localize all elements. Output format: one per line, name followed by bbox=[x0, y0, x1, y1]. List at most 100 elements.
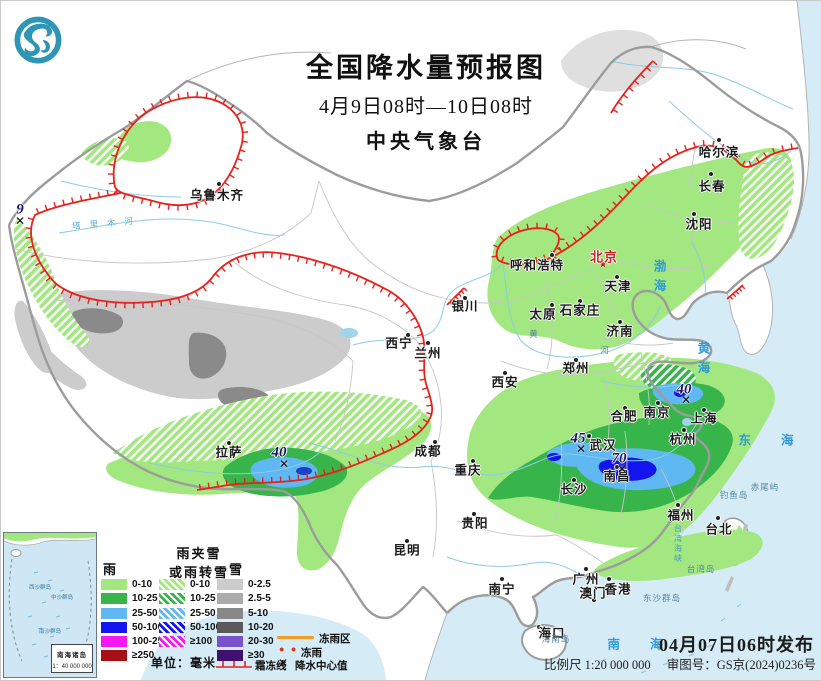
legend-range: 20-30 bbox=[248, 636, 274, 647]
frost-line-tick bbox=[298, 475, 299, 480]
precip-center-marker: ✕ bbox=[15, 214, 25, 228]
precip-center-symbol: ✕ bbox=[278, 656, 288, 670]
legend-sleet-column: 0-10 10-25 25-50 50-100 ≥100 bbox=[159, 579, 221, 650]
footer-row: 比例尺 1:20 000 000 审图号：GS京(2024)0236号 bbox=[544, 654, 816, 673]
city-label-北京: 北京 bbox=[590, 247, 618, 266]
frost-line-tick bbox=[109, 164, 114, 165]
legend-unit: 单位：毫米 bbox=[151, 654, 216, 671]
frost-line-tick bbox=[188, 92, 189, 97]
freezing-rain-zone-symbol bbox=[277, 636, 314, 639]
legend-range: 0-10 bbox=[190, 579, 210, 590]
city-label-杭州: 杭州 bbox=[669, 429, 696, 448]
precip-center-marker: ✕ bbox=[576, 442, 586, 456]
inset-island-label: 南沙群岛 bbox=[39, 627, 61, 635]
city-label-太原: 太原 bbox=[529, 304, 556, 323]
frost-line-tick bbox=[226, 480, 227, 485]
legend-row: 0-10 bbox=[159, 579, 221, 590]
legend-range: 25-50 bbox=[190, 608, 216, 619]
title-block: 全国降水量预报图 4月9日08时—10日08时 中央气象台 bbox=[263, 53, 589, 154]
legend-snow-header: 雪 bbox=[229, 559, 244, 578]
freezing-rain-symbol: ● ● bbox=[279, 644, 298, 654]
city-label-贵阳: 贵阳 bbox=[461, 513, 488, 532]
legend-row: 50-100 bbox=[159, 622, 221, 633]
sea-label-钓鱼岛: 钓鱼岛 bbox=[720, 489, 749, 501]
frost-line-tick bbox=[527, 224, 528, 229]
legend-swatch bbox=[159, 579, 185, 590]
sea-label-渤海: 渤海 bbox=[650, 260, 669, 299]
city-label-银川: 银川 bbox=[451, 296, 478, 315]
legend-swatch bbox=[101, 650, 127, 661]
sea-label-黄: 黄 bbox=[529, 328, 539, 340]
inset-title: 南海诸岛 bbox=[52, 649, 92, 659]
city-label-拉萨: 拉萨 bbox=[215, 442, 242, 461]
map-scale: 比例尺 1:20 000 000 bbox=[544, 654, 651, 673]
legend-row: 5-10 bbox=[217, 608, 274, 619]
legend-swatch bbox=[217, 593, 243, 604]
city-label-济南: 济南 bbox=[606, 321, 633, 340]
frost-line-tick bbox=[242, 141, 247, 142]
south-china-sea-inset: 西沙群岛中沙群岛南沙群岛 南海诸岛 1：40 000 000 bbox=[3, 532, 97, 678]
legend-row: 10-20 bbox=[217, 622, 274, 633]
frost-line-tick bbox=[217, 481, 218, 486]
city-label-兰州: 兰州 bbox=[414, 343, 441, 362]
legend-range: 10-20 bbox=[248, 622, 274, 633]
frost-line-tick bbox=[187, 205, 188, 210]
frost-line-symbol bbox=[215, 657, 253, 675]
city-label-成都: 成都 bbox=[414, 441, 441, 460]
city-label-香港: 香港 bbox=[604, 579, 631, 598]
precip-center-marker: ✕ bbox=[681, 393, 691, 407]
sea-label-台湾岛: 台湾岛 bbox=[687, 563, 716, 575]
city-label-合肥: 合肥 bbox=[610, 406, 637, 425]
legend-range: 5-10 bbox=[248, 608, 268, 619]
city-label-长沙: 长沙 bbox=[560, 479, 587, 498]
inset-scale: 1：40 000 000 bbox=[52, 661, 92, 670]
frost-line-tick bbox=[791, 144, 792, 149]
city-label-长春: 长春 bbox=[698, 176, 725, 195]
inset-island-label: 中沙群岛 bbox=[51, 593, 73, 601]
frost-line-tick bbox=[208, 483, 209, 488]
precip-center-label: 降水中心值 bbox=[295, 658, 348, 673]
legend-swatch bbox=[217, 608, 243, 619]
frost-line-tick bbox=[254, 253, 255, 258]
city-label-南京: 南京 bbox=[643, 402, 670, 421]
precip-center-marker: ✕ bbox=[279, 457, 289, 471]
legend-range: 25-50 bbox=[132, 608, 158, 619]
frost-line-tick bbox=[289, 255, 290, 260]
legend-row: 10-25 bbox=[159, 593, 221, 604]
approval-number: 审图号：GS京(2024)0236号 bbox=[667, 654, 816, 673]
legend-range: ≥100 bbox=[190, 636, 212, 647]
frost-line-tick bbox=[161, 301, 162, 306]
frost-line-tick bbox=[426, 405, 431, 406]
legend-row: 2.5-5 bbox=[217, 593, 274, 604]
sea-label-东沙群岛: 东沙群岛 bbox=[643, 592, 681, 604]
legend-row: 25-50 bbox=[159, 608, 221, 619]
frost-line-tick bbox=[235, 479, 236, 484]
sea-label-海南岛: 海南岛 bbox=[542, 633, 571, 645]
legend-range: 2.5-5 bbox=[248, 593, 271, 604]
legend-range: 0-10 bbox=[132, 579, 152, 590]
legend-swatch bbox=[101, 593, 127, 604]
city-label-西安: 西安 bbox=[491, 372, 518, 391]
frost-line-tick bbox=[200, 484, 201, 489]
city-label-南宁: 南宁 bbox=[488, 579, 515, 598]
inset-island-label: 西沙群岛 bbox=[29, 583, 51, 591]
frost-line-tick bbox=[106, 301, 107, 306]
frost-line-tick bbox=[307, 473, 308, 478]
sea-label-东海: 东海 bbox=[708, 430, 821, 449]
frost-line-tick bbox=[97, 300, 98, 305]
precip-center-marker: ✕ bbox=[617, 462, 627, 476]
city-label-澳门: 澳门 bbox=[579, 583, 606, 602]
legend-swatch bbox=[159, 593, 185, 604]
frost-line-tick bbox=[289, 476, 290, 481]
sea-label-黄海: 黄海 bbox=[694, 342, 713, 381]
agency-name: 中央气象台 bbox=[263, 125, 589, 154]
legend-swatch bbox=[217, 622, 243, 633]
city-label-天津: 天津 bbox=[604, 276, 631, 295]
city-label-昆明: 昆明 bbox=[393, 540, 420, 559]
legend-swatch bbox=[159, 636, 185, 647]
frost-line-tick bbox=[26, 237, 31, 238]
frost-line-tick bbox=[109, 183, 114, 184]
legend-row: ≥100 bbox=[159, 636, 221, 647]
legend-swatch bbox=[159, 622, 185, 633]
